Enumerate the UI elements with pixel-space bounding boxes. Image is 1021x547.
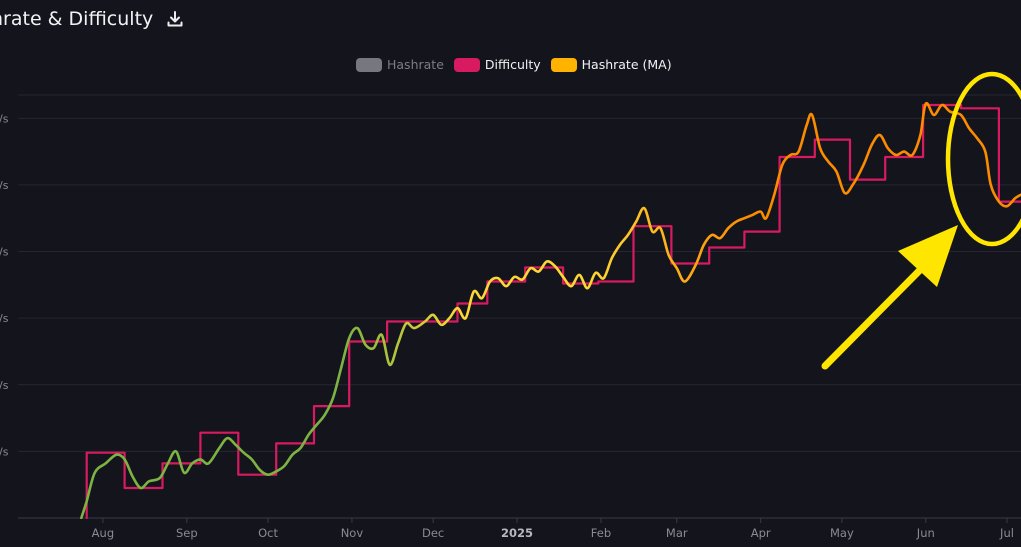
x-axis-labels: Aug Sep Oct Nov Dec 2025 Feb Mar Apr May Jun Jul (92, 518, 1014, 540)
annotation-overlay (821, 71, 1021, 370)
y-tick-label: /s (0, 312, 9, 325)
legend-item-hashrate-ma[interactable]: Hashrate (MA) (550, 57, 672, 72)
hashrate-ma-series-line (80, 101, 1021, 519)
chart-header: hrate & Difficulty (0, 4, 185, 34)
x-tick-label: Nov (341, 526, 364, 540)
x-tick-label: May (830, 526, 854, 540)
download-icon (167, 11, 183, 27)
legend-label: Hashrate (387, 57, 444, 72)
legend-item-difficulty[interactable]: Difficulty (453, 57, 541, 72)
y-axis-labels: /s/s/s/s/s/s (0, 112, 9, 458)
y-tick-label: /s (0, 112, 9, 125)
grid-lines (18, 94, 1021, 519)
y-tick-label: /s (0, 246, 9, 259)
legend-label: Hashrate (MA) (581, 57, 672, 72)
x-tick-label: Oct (258, 526, 278, 540)
x-tick-label: 2025 (501, 526, 533, 540)
x-tick-label: Dec (422, 526, 444, 540)
y-tick-label: /s (0, 445, 9, 458)
chart-title: hrate & Difficulty (0, 8, 154, 30)
chart-legend: Hashrate Difficulty Hashrate (MA) (356, 57, 682, 72)
annotation-circle (945, 71, 1021, 247)
legend-item-hashrate[interactable]: Hashrate (356, 57, 444, 72)
annotation-arrow-shaft (821, 266, 924, 370)
x-tick-label: Feb (591, 526, 611, 540)
download-button[interactable] (165, 9, 185, 29)
x-tick-label: Aug (92, 526, 114, 540)
x-tick-label: Apr (751, 526, 771, 540)
legend-swatch (356, 57, 382, 72)
x-tick-label: Sep (176, 526, 198, 540)
x-tick-label: Jul (999, 526, 1014, 540)
annotation-arrow-head (898, 225, 958, 287)
legend-swatch (550, 57, 577, 72)
x-tick-label: Mar (666, 526, 688, 540)
series-lines (80, 101, 1021, 519)
y-tick-label: /s (0, 179, 9, 192)
legend-label: Difficulty (484, 57, 541, 72)
legend-swatch (453, 57, 480, 72)
y-tick-label: /s (0, 379, 9, 392)
x-tick-label: Jun (916, 526, 935, 540)
